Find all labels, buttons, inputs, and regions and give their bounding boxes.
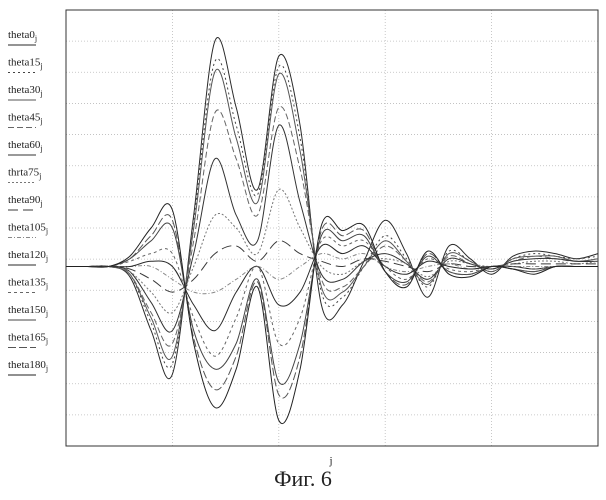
- legend-label-theta150: theta150j: [8, 304, 48, 318]
- legend-label-theta120: theta120j: [8, 249, 48, 263]
- grid: [66, 10, 598, 446]
- legend-label-theta165: theta165j: [8, 332, 48, 346]
- legend: theta0j theta15j theta30j theta45j theta60j t…: [8, 29, 48, 375]
- plot-frame: [66, 10, 598, 446]
- series-line-theta180: [66, 204, 598, 424]
- legend-label-theta135: theta135j: [8, 277, 48, 291]
- legend-label-theta180: theta180j: [8, 359, 48, 373]
- legend-label-theta0: theta0j: [8, 29, 37, 43]
- series-line-theta135: [66, 237, 598, 357]
- series-line-theta15: [66, 59, 598, 368]
- series-group: [66, 37, 598, 423]
- legend-label-theta105: theta105j: [8, 222, 48, 236]
- legend-label-thrta75: thrta75j: [8, 167, 41, 181]
- series-line-theta0: [66, 37, 598, 378]
- series-line-theta105: [66, 253, 598, 293]
- legend-label-theta15: theta15j: [8, 57, 43, 71]
- legend-label-theta45: theta45j: [8, 112, 43, 126]
- legend-label-theta90: theta90j: [8, 194, 43, 208]
- figure-caption: Фиг. 6: [0, 466, 606, 492]
- series-line-theta60: [66, 125, 598, 332]
- legend-label-theta30: theta30j: [8, 84, 43, 98]
- legend-label-theta60: theta60j: [8, 139, 43, 153]
